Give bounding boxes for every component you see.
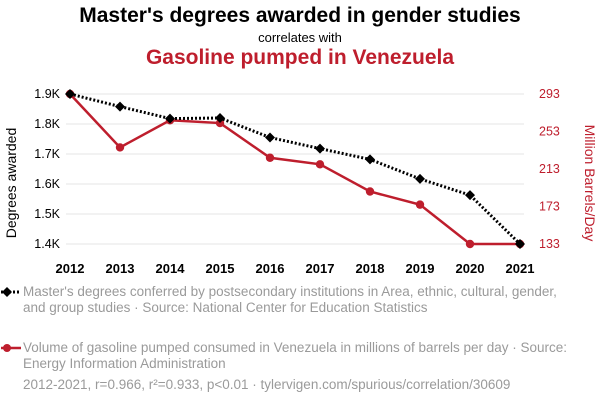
series1-point bbox=[465, 190, 475, 201]
series2-point bbox=[415, 200, 425, 209]
series1-point bbox=[115, 101, 125, 112]
x-tick-label: 2017 bbox=[306, 261, 335, 276]
legend-marker-series1 bbox=[1, 287, 21, 297]
series1-point bbox=[515, 239, 525, 249]
y-left-tick-label: 1.8K bbox=[34, 117, 60, 131]
y-left-tick-label: 1.9K bbox=[34, 87, 60, 101]
x-tick-label: 2014 bbox=[156, 261, 186, 276]
x-tick-label: 2013 bbox=[106, 261, 135, 276]
x-tick-label: 2016 bbox=[256, 261, 285, 276]
series2-point bbox=[365, 187, 375, 196]
series2-line bbox=[69, 93, 520, 246]
x-tick-label: 2015 bbox=[206, 261, 235, 276]
x-tick-label: 2018 bbox=[356, 261, 385, 276]
x-tick-label: 2021 bbox=[506, 261, 535, 276]
y-right-tick-label: 293 bbox=[539, 87, 560, 101]
legend-label-series1: Master's degrees conferred by postsecond… bbox=[23, 284, 557, 315]
y-right-tick-label: 213 bbox=[539, 162, 560, 176]
chart-title-secondary: Gasoline pumped in Venezuela bbox=[145, 46, 455, 69]
series1-point bbox=[165, 113, 175, 124]
y-axis-right-label: Million Barrels/Day bbox=[582, 125, 598, 242]
chart-title: Master's degrees awarded in gender studi… bbox=[79, 4, 521, 27]
series1-point bbox=[265, 132, 275, 143]
y-left-tick-label: 1.4K bbox=[34, 237, 60, 251]
y-left-tick-label: 1.7K bbox=[34, 147, 60, 161]
footnote: 2012-2021, r=0.966, r²=0.933, p<0.01 · t… bbox=[23, 377, 511, 392]
x-tick-label: 2019 bbox=[406, 261, 435, 276]
series2-point bbox=[265, 153, 275, 162]
series1-point bbox=[365, 154, 375, 165]
chart-subtitle: correlates with bbox=[258, 30, 342, 45]
series2-point bbox=[315, 160, 325, 169]
series2-point bbox=[215, 118, 225, 128]
x-tick-label: 2012 bbox=[56, 261, 85, 276]
series2-point bbox=[115, 143, 125, 152]
y-right-tick-label: 133 bbox=[539, 237, 560, 251]
series1-point bbox=[415, 173, 425, 184]
y-right-tick-label: 253 bbox=[539, 125, 560, 139]
line-chart: 1.4K 1.5K 1.6K 1.7K 1.8K 1.9K 133 173 213 253 293 2… bbox=[3, 87, 598, 276]
x-tick-label: 2020 bbox=[456, 261, 485, 276]
y-left-tick-label: 1.6K bbox=[34, 177, 60, 191]
y-right-tick-label: 173 bbox=[539, 200, 560, 214]
series2-point bbox=[465, 239, 475, 249]
series1-point bbox=[315, 143, 325, 154]
y-axis-left-label: Degrees awarded bbox=[3, 128, 19, 239]
legend-label-series2: Volume of gasoline pumped consumed in Ve… bbox=[23, 340, 568, 371]
series1-point bbox=[215, 113, 225, 123]
series1-line bbox=[69, 92, 522, 246]
legend-marker-series2 bbox=[1, 344, 21, 352]
y-left-tick-label: 1.5K bbox=[34, 207, 60, 221]
series1-point bbox=[65, 89, 75, 99]
